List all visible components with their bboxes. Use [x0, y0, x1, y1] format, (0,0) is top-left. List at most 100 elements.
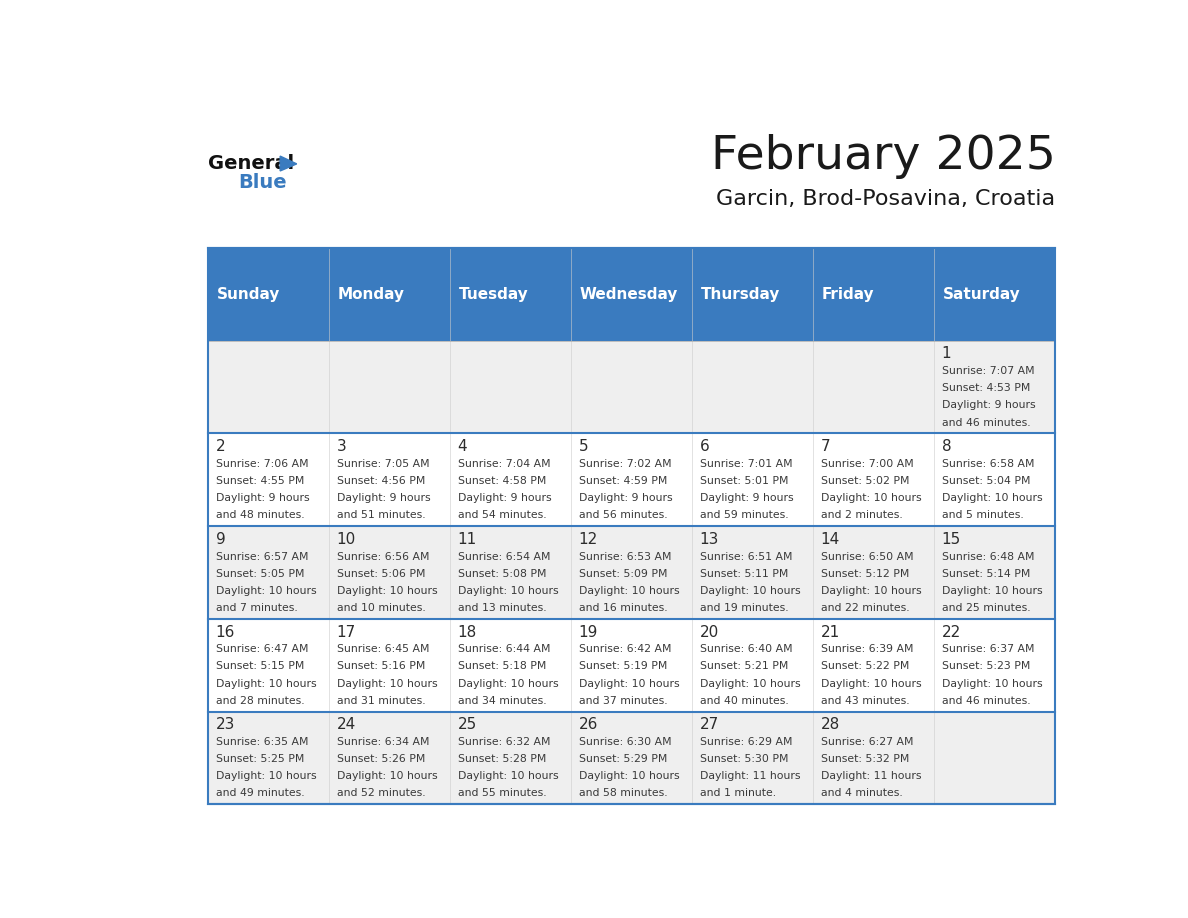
Text: Sunset: 4:53 PM: Sunset: 4:53 PM — [942, 384, 1030, 393]
Bar — [693, 341, 814, 433]
Text: 13: 13 — [700, 532, 719, 547]
Text: Sunset: 5:02 PM: Sunset: 5:02 PM — [821, 476, 909, 486]
Text: Sunrise: 6:47 AM: Sunrise: 6:47 AM — [215, 644, 308, 655]
Text: and 59 minutes.: and 59 minutes. — [700, 510, 789, 521]
Text: Sunrise: 6:27 AM: Sunrise: 6:27 AM — [821, 737, 914, 747]
Text: 27: 27 — [700, 717, 719, 733]
Text: 16: 16 — [215, 624, 235, 640]
Text: and 34 minutes.: and 34 minutes. — [457, 696, 546, 706]
Bar — [450, 433, 571, 526]
Text: Sunrise: 7:02 AM: Sunrise: 7:02 AM — [579, 459, 671, 469]
Text: Sunset: 5:16 PM: Sunset: 5:16 PM — [336, 662, 425, 671]
Text: 17: 17 — [336, 624, 356, 640]
Text: 6: 6 — [700, 439, 709, 454]
Text: 21: 21 — [821, 624, 840, 640]
Text: Sunset: 5:09 PM: Sunset: 5:09 PM — [579, 569, 668, 578]
Text: 2: 2 — [215, 439, 226, 454]
Text: Sunset: 4:55 PM: Sunset: 4:55 PM — [215, 476, 304, 486]
Text: Daylight: 10 hours: Daylight: 10 hours — [457, 586, 558, 596]
Text: Sunset: 5:15 PM: Sunset: 5:15 PM — [215, 662, 304, 671]
Text: and 54 minutes.: and 54 minutes. — [457, 510, 546, 521]
Text: Sunset: 5:12 PM: Sunset: 5:12 PM — [821, 569, 909, 578]
Bar — [450, 711, 571, 804]
Bar — [208, 711, 329, 804]
Text: and 46 minutes.: and 46 minutes. — [942, 696, 1030, 706]
Bar — [329, 526, 450, 619]
Text: Sunrise: 6:58 AM: Sunrise: 6:58 AM — [942, 459, 1034, 469]
Bar — [814, 248, 935, 341]
Text: Wednesday: Wednesday — [580, 286, 678, 302]
Text: and 37 minutes.: and 37 minutes. — [579, 696, 668, 706]
Bar — [329, 619, 450, 711]
Text: Daylight: 10 hours: Daylight: 10 hours — [579, 771, 680, 781]
Text: 15: 15 — [942, 532, 961, 547]
Text: Thursday: Thursday — [701, 286, 781, 302]
Text: 20: 20 — [700, 624, 719, 640]
Text: Sunset: 4:56 PM: Sunset: 4:56 PM — [336, 476, 425, 486]
Text: Daylight: 10 hours: Daylight: 10 hours — [579, 586, 680, 596]
Text: and 51 minutes.: and 51 minutes. — [336, 510, 425, 521]
Text: and 31 minutes.: and 31 minutes. — [336, 696, 425, 706]
Bar — [571, 341, 693, 433]
Text: 4: 4 — [457, 439, 467, 454]
Text: Sunset: 4:59 PM: Sunset: 4:59 PM — [579, 476, 666, 486]
Text: General: General — [208, 153, 295, 173]
Bar — [450, 526, 571, 619]
Text: Daylight: 10 hours: Daylight: 10 hours — [457, 678, 558, 688]
Text: Sunset: 5:26 PM: Sunset: 5:26 PM — [336, 755, 425, 764]
Text: and 7 minutes.: and 7 minutes. — [215, 603, 297, 613]
Text: Sunset: 5:01 PM: Sunset: 5:01 PM — [700, 476, 788, 486]
Text: 24: 24 — [336, 717, 356, 733]
Text: Daylight: 9 hours: Daylight: 9 hours — [579, 493, 672, 503]
Text: February 2025: February 2025 — [710, 134, 1055, 179]
Text: Sunset: 5:06 PM: Sunset: 5:06 PM — [336, 569, 425, 578]
Text: Sunset: 5:08 PM: Sunset: 5:08 PM — [457, 569, 546, 578]
Text: and 49 minutes.: and 49 minutes. — [215, 789, 304, 799]
Text: Sunrise: 7:01 AM: Sunrise: 7:01 AM — [700, 459, 792, 469]
Text: 26: 26 — [579, 717, 598, 733]
Text: Sunrise: 6:45 AM: Sunrise: 6:45 AM — [336, 644, 429, 655]
Bar — [208, 619, 329, 711]
Text: Sunset: 5:30 PM: Sunset: 5:30 PM — [700, 755, 788, 764]
Text: 25: 25 — [457, 717, 476, 733]
Bar — [935, 526, 1055, 619]
Text: Sunrise: 6:51 AM: Sunrise: 6:51 AM — [700, 552, 792, 562]
Text: Garcin, Brod-Posavina, Croatia: Garcin, Brod-Posavina, Croatia — [716, 188, 1055, 208]
Text: Blue: Blue — [238, 173, 286, 192]
Text: 3: 3 — [336, 439, 347, 454]
Text: Daylight: 11 hours: Daylight: 11 hours — [821, 771, 921, 781]
Text: Sunrise: 6:40 AM: Sunrise: 6:40 AM — [700, 644, 792, 655]
Text: Tuesday: Tuesday — [459, 286, 529, 302]
Text: Sunrise: 6:48 AM: Sunrise: 6:48 AM — [942, 552, 1034, 562]
Text: and 5 minutes.: and 5 minutes. — [942, 510, 1023, 521]
Text: Daylight: 10 hours: Daylight: 10 hours — [942, 586, 1042, 596]
Bar — [208, 433, 329, 526]
Text: 7: 7 — [821, 439, 830, 454]
Text: Sunset: 5:29 PM: Sunset: 5:29 PM — [579, 755, 666, 764]
Bar — [935, 711, 1055, 804]
Text: Sunrise: 6:39 AM: Sunrise: 6:39 AM — [821, 644, 914, 655]
Text: Sunrise: 7:05 AM: Sunrise: 7:05 AM — [336, 459, 429, 469]
Text: 23: 23 — [215, 717, 235, 733]
Text: and 40 minutes.: and 40 minutes. — [700, 696, 789, 706]
Text: 8: 8 — [942, 439, 952, 454]
Bar — [814, 711, 935, 804]
Bar — [571, 619, 693, 711]
Bar — [935, 619, 1055, 711]
Bar — [208, 341, 329, 433]
Text: Sunrise: 6:32 AM: Sunrise: 6:32 AM — [457, 737, 550, 747]
Text: Sunrise: 7:00 AM: Sunrise: 7:00 AM — [821, 459, 914, 469]
Bar — [814, 526, 935, 619]
Text: Sunset: 5:22 PM: Sunset: 5:22 PM — [821, 662, 909, 671]
Text: Sunset: 5:14 PM: Sunset: 5:14 PM — [942, 569, 1030, 578]
Text: Daylight: 10 hours: Daylight: 10 hours — [579, 678, 680, 688]
Bar — [208, 248, 329, 341]
Text: 5: 5 — [579, 439, 588, 454]
Text: Sunrise: 6:57 AM: Sunrise: 6:57 AM — [215, 552, 308, 562]
Text: Daylight: 10 hours: Daylight: 10 hours — [336, 771, 437, 781]
Text: Monday: Monday — [337, 286, 405, 302]
Bar — [571, 711, 693, 804]
Bar — [450, 619, 571, 711]
Text: and 58 minutes.: and 58 minutes. — [579, 789, 668, 799]
Text: Sunset: 5:28 PM: Sunset: 5:28 PM — [457, 755, 546, 764]
